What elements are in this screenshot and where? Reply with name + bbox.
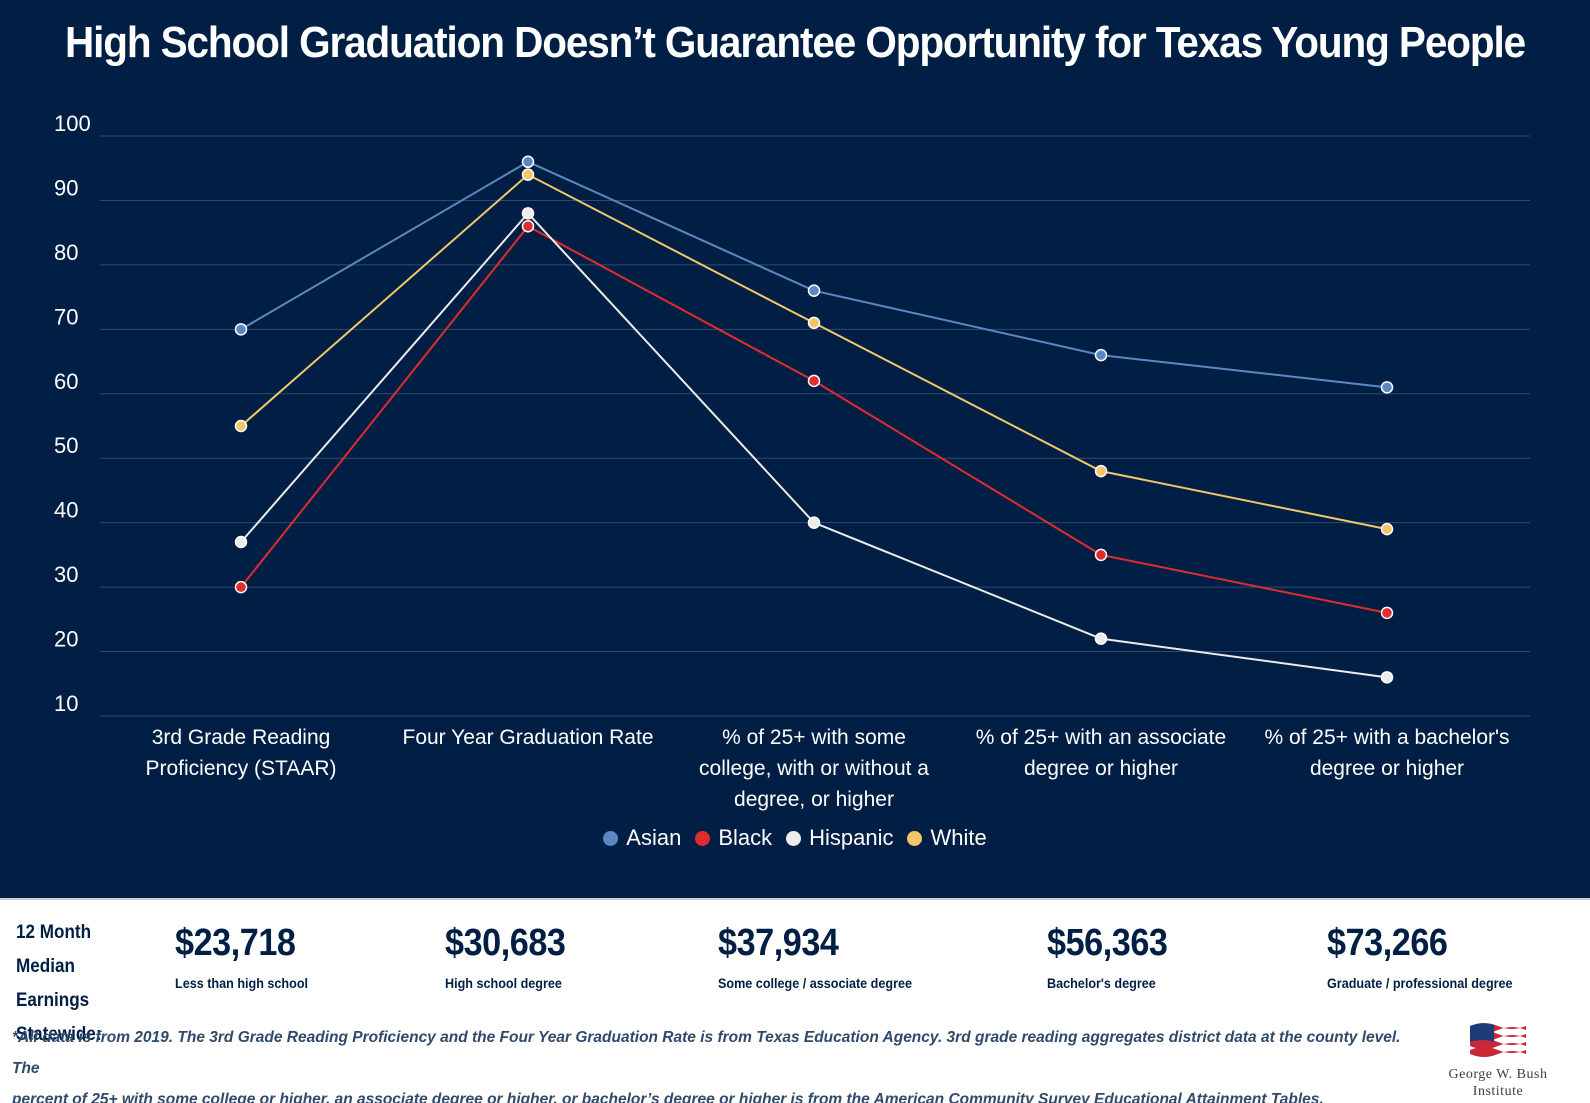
earnings-item: $73,266 Graduate / professional degree — [1327, 922, 1533, 991]
legend: Asian Black Hispanic White — [0, 825, 1590, 851]
y-tick-label: 20 — [54, 627, 78, 652]
x-category-label-line: degree or higher — [1310, 757, 1464, 780]
data-point — [234, 535, 248, 549]
legend-dot-icon — [786, 830, 802, 846]
y-axis-ticks: 100 90 80 70 60 50 40 30 20 10 — [54, 111, 91, 716]
chart-panel: High School Graduation Doesn’t Guarantee… — [0, 0, 1590, 898]
chart-title: High School Graduation Doesn’t Guarantee… — [64, 18, 1526, 67]
x-category-label-line: % of 25+ with an associate — [976, 726, 1226, 749]
data-point — [807, 284, 821, 297]
earnings-amount: $56,363 — [1047, 922, 1168, 964]
data-point — [807, 516, 821, 529]
earnings-item: $56,363 Bachelor's degree — [1047, 922, 1181, 991]
series-white — [234, 168, 1394, 536]
earnings-item: $30,683 High school degree — [445, 922, 579, 991]
legend-item: Black — [695, 825, 772, 851]
y-tick-label: 60 — [54, 369, 78, 394]
x-category-label-line: Four Year Graduation Rate — [403, 726, 654, 749]
earnings-heading-line: Median Earnings — [16, 956, 90, 1011]
earnings-label: Some college / associate degree — [718, 975, 912, 991]
earnings-item: $23,718 Less than high school — [175, 922, 323, 991]
line-chart: 100 90 80 70 60 50 40 30 20 10 3rd Grade Reading P… — [54, 111, 1530, 811]
series-line — [240, 211, 1388, 679]
x-category-label: % of 25+ with some college, with or witho… — [699, 726, 929, 811]
series-line — [240, 224, 1388, 614]
american-flag-icon — [1470, 1023, 1526, 1061]
data-point — [234, 323, 248, 336]
data-point — [1380, 381, 1394, 394]
legend-item: White — [907, 825, 987, 851]
footnote-line: percent of 25+ with some college or high… — [12, 1091, 1324, 1103]
logo-line: George W. Bush — [1448, 1067, 1548, 1082]
x-category-label-line: % of 25+ with a bachelor's — [1264, 726, 1509, 749]
footnote-line: *All data is from 2019. The 3rd Grade Re… — [12, 1029, 1401, 1077]
earnings-item: $37,934 Some college / associate degree — [718, 922, 934, 991]
earnings-amount: $37,934 — [718, 922, 839, 964]
data-point — [1094, 548, 1108, 562]
x-category-label: Four Year Graduation Rate — [403, 726, 654, 749]
y-tick-label: 70 — [54, 304, 78, 329]
logo-line: Institute — [1472, 1084, 1524, 1099]
legend-label: Hispanic — [809, 825, 894, 850]
y-tick-label: 10 — [54, 691, 78, 716]
x-category-label: % of 25+ with a bachelor's degree or high… — [1264, 726, 1509, 780]
data-point — [521, 168, 535, 181]
earnings-heading-line: Statewide: — [16, 1024, 102, 1045]
legend-item: Hispanic — [786, 825, 893, 851]
data-point — [1380, 671, 1394, 684]
y-tick-label: 40 — [54, 498, 78, 523]
y-tick-label: 30 — [54, 562, 78, 587]
x-category-label-line: 3rd Grade Reading — [152, 726, 331, 749]
legend-dot-icon — [907, 830, 923, 846]
y-tick-label: 50 — [54, 433, 78, 458]
data-point — [521, 207, 535, 220]
data-point — [807, 374, 821, 388]
earnings-panel: 12 Month Median Earnings Statewide: $23,… — [0, 898, 1590, 1103]
x-category-label-line: college, with or without a — [699, 757, 929, 780]
bush-institute-logo: George W. Bush Institute — [1418, 1018, 1578, 1100]
series-black — [234, 219, 1394, 620]
x-category-label-line: Proficiency (STAAR) — [146, 757, 337, 780]
series-hispanic — [234, 207, 1394, 684]
data-point — [1380, 606, 1394, 620]
earnings-label: Less than high school — [175, 975, 309, 991]
footnote: *All data is from 2019. The 3rd Grade Re… — [12, 1022, 1402, 1103]
x-axis-categories: 3rd Grade Reading Proficiency (STAAR) Four… — [146, 726, 1510, 811]
data-point — [1094, 632, 1108, 645]
earnings-amount: $23,718 — [175, 922, 296, 964]
data-point — [234, 580, 248, 594]
legend-label: White — [930, 825, 987, 850]
data-point — [521, 155, 535, 169]
data-point — [807, 316, 821, 330]
y-tick-label: 80 — [54, 240, 78, 265]
logo-wordmark: George W. Bush Institute — [1418, 1066, 1578, 1100]
earnings-heading: 12 Month Median Earnings Statewide: — [16, 916, 151, 1052]
x-category-label-line: % of 25+ with some — [722, 726, 906, 749]
legend-label: Black — [718, 825, 773, 850]
series-lines — [234, 155, 1394, 684]
y-tick-label: 90 — [54, 175, 78, 200]
earnings-label: Graduate / professional degree — [1327, 975, 1513, 991]
earnings-heading-line: 12 Month — [16, 922, 92, 943]
data-point — [1094, 464, 1108, 478]
x-category-label: % of 25+ with an associate degree or high… — [976, 726, 1226, 780]
data-point — [1380, 522, 1394, 536]
x-category-label-line: degree, or higher — [734, 788, 894, 811]
legend-label: Asian — [626, 825, 682, 850]
x-category-label-line: degree or higher — [1024, 757, 1178, 780]
legend-dot-icon — [603, 830, 619, 846]
data-point — [234, 419, 248, 433]
earnings-amount: $30,683 — [445, 922, 566, 964]
grid-lines — [100, 135, 1530, 717]
y-tick-label: 100 — [54, 111, 91, 136]
series-asian — [234, 155, 1394, 394]
data-point — [1094, 348, 1108, 362]
earnings-label: Bachelor's degree — [1047, 975, 1156, 991]
legend-dot-icon — [695, 830, 711, 846]
x-category-label: 3rd Grade Reading Proficiency (STAAR) — [146, 726, 337, 780]
data-point — [521, 219, 535, 233]
earnings-amount: $73,266 — [1327, 922, 1448, 964]
legend-item: Asian — [603, 825, 681, 851]
earnings-label: High school degree — [445, 975, 562, 991]
